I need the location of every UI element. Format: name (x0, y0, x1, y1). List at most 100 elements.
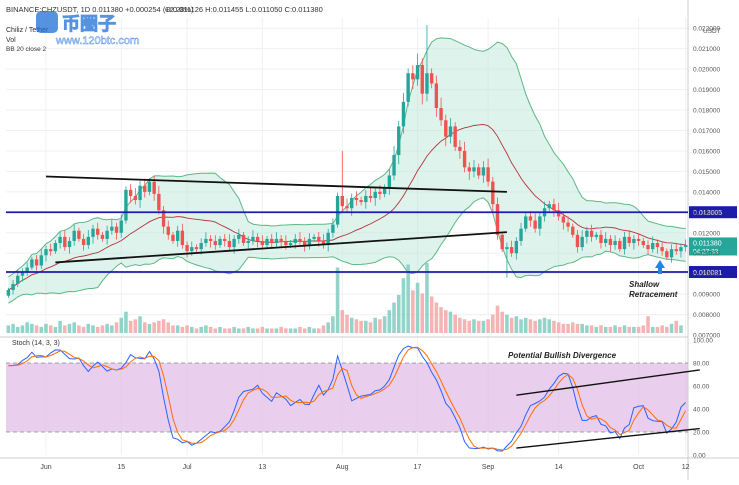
volume-bar (519, 319, 523, 333)
candle-body (655, 243, 660, 248)
time-tick-label: 12 (682, 464, 690, 471)
candle-body (500, 234, 504, 250)
candle-body (105, 230, 109, 239)
volume-bar (585, 325, 589, 333)
candle-body (561, 216, 566, 223)
legend: BINANCE:CHZUSDT, 1D 0.011380 +0.000254 (… (6, 5, 721, 53)
volume-bar (453, 314, 457, 333)
volume-bar (472, 319, 476, 333)
candle-body (6, 290, 11, 296)
volume-bar (11, 323, 15, 333)
bollinger-label: BB 20 close 2 (6, 46, 46, 53)
candle-body (72, 230, 76, 241)
volume-bar (349, 317, 354, 333)
candle-body (674, 249, 678, 252)
volume-bar (138, 316, 142, 333)
volume-bar (105, 323, 109, 333)
candle-body (594, 234, 598, 237)
volume-bar (237, 328, 241, 333)
volume-bar (462, 319, 467, 333)
volume-bar (246, 326, 251, 333)
candle-body (20, 271, 25, 276)
price-tick-label: 0.015000 (693, 169, 720, 176)
price-tick-label: 0.014000 (693, 189, 720, 196)
candle-body (613, 240, 617, 246)
volume-bar (552, 320, 556, 333)
candle-body (279, 238, 283, 241)
candle-body (208, 238, 213, 241)
currency-label: USDT (703, 28, 721, 35)
bollinger-basis (8, 124, 686, 291)
volume-bar (331, 316, 335, 333)
volume-bar (91, 325, 95, 333)
candle-body (683, 245, 688, 248)
volume-bar (415, 282, 420, 333)
volume-bar (401, 278, 406, 333)
volume-bar (312, 328, 316, 333)
volume-bar (396, 294, 401, 333)
candle-body (651, 243, 655, 250)
volume-bar (655, 326, 660, 333)
volume-bar (434, 302, 439, 333)
current-price-label: 0.011380 (693, 240, 722, 247)
ohlc-values: O:0.011126 H:0.011455 L:0.011050 C:0.011… (165, 5, 323, 14)
candle-body (472, 167, 476, 172)
candle-body (420, 65, 424, 94)
price-tick-label: 0.017000 (693, 128, 720, 135)
stoch-tick-label: 60.00 (693, 384, 710, 391)
volume-bar (608, 326, 613, 333)
stoch-title: Stoch (14, 3, 3) (12, 340, 60, 347)
candle-body (317, 236, 321, 241)
volume-bar (175, 325, 180, 333)
level-label: 0.010081 (693, 270, 722, 277)
candle-body (128, 189, 133, 196)
volume-bar (514, 316, 519, 333)
volume-bar (618, 326, 622, 333)
volume-bar (491, 314, 495, 333)
price-tick-label: 0.018000 (693, 108, 720, 115)
time-tick-label: Jul (183, 464, 192, 471)
volume-bar (100, 325, 105, 333)
stoch-d-line (8, 346, 687, 451)
price-tick-label: 0.010000 (693, 271, 720, 278)
price-tick-label: 0.007000 (693, 333, 720, 340)
candle-body (575, 234, 580, 248)
volume-bar (378, 319, 382, 333)
volume-bar (420, 293, 425, 333)
volume-bar (326, 322, 330, 333)
candle-body (354, 198, 359, 201)
volume-bar (199, 326, 203, 333)
candle-body (566, 222, 570, 227)
volume-bar (575, 323, 580, 333)
candle-body (91, 228, 95, 237)
stoch-tick-label: 0.00 (693, 453, 706, 460)
candle-body (199, 243, 203, 250)
volume-bar (30, 323, 34, 333)
candle-body (213, 240, 217, 246)
candle-body (86, 236, 91, 246)
volume-bar (53, 326, 58, 333)
symbol-line: BINANCE:CHZUSDT, 1D 0.011380 +0.000254 (… (6, 5, 194, 14)
volume-bar (34, 325, 39, 333)
candle-body (491, 181, 495, 205)
candle-body (364, 195, 368, 203)
time-tick-label: 14 (555, 464, 563, 471)
volume-bar (293, 328, 298, 333)
price-tick-label: 0.012000 (693, 230, 720, 237)
volume-bar (467, 320, 472, 333)
volume-bar (443, 310, 448, 333)
volume-bar (632, 326, 636, 333)
candle-body (538, 216, 542, 229)
volume-bar (603, 326, 608, 333)
candle-body (429, 73, 434, 84)
volume-bar (147, 323, 152, 333)
volume-bars (6, 263, 683, 333)
candle-body (265, 238, 269, 246)
candle-body (406, 73, 410, 102)
candle-body (669, 249, 674, 258)
volume-bar (25, 322, 29, 333)
stoch-band (6, 363, 688, 432)
volume-bar (67, 323, 72, 333)
